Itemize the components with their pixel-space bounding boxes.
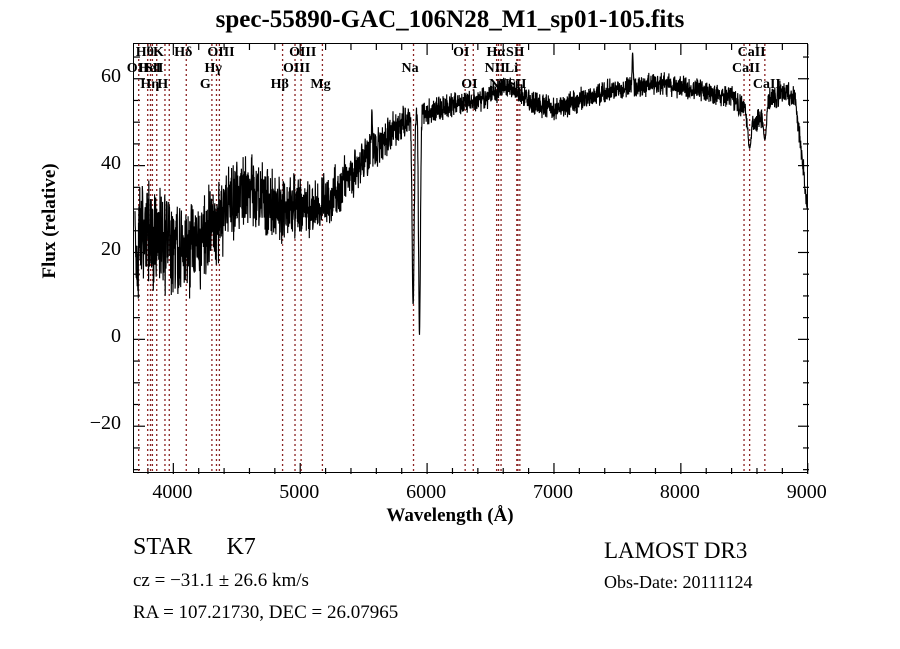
spectral-line-label-Na: Na <box>401 61 419 76</box>
spectrum-plot-frame <box>133 43 809 474</box>
object-type: STAR <box>133 534 193 560</box>
page-title: spec-55890-GAC_106N28_M1_sp01-105.fits <box>215 6 685 33</box>
spectral-line-label-OII: OII <box>126 61 149 76</box>
object-type-and-class: STAR K7 <box>133 534 256 561</box>
spectral-line-label-SII: SII <box>507 77 527 92</box>
spectral-line-label-OI: OI <box>453 45 470 60</box>
spectral-line-label-Li: Li <box>504 61 519 76</box>
x-tick-label: 9000 <box>786 481 827 503</box>
spectral-line-label-K: K <box>152 45 164 60</box>
spectral-line-label-HeI: HeI <box>138 61 162 76</box>
observation-date: Obs-Date: 20111124 <box>604 572 753 592</box>
spectral-line-label-H: Hθ <box>135 45 154 60</box>
spectral-line-label-H: Hα <box>486 45 506 60</box>
x-tick-label: 5000 <box>279 481 320 503</box>
spectral-line-label-OIII: OIII <box>207 45 235 60</box>
spectral-line-label-H: Hγ <box>204 61 222 76</box>
spectral-line-label-CaII: CaII <box>752 77 781 92</box>
y-tick-label: −20 <box>89 412 121 435</box>
spectral-line-label-Mg: Mg <box>310 77 331 92</box>
coordinates: RA = 107.21730, DEC = 26.07965 <box>133 602 399 623</box>
redshift-velocity: cz = −31.1 ± 26.6 km/s <box>133 570 309 591</box>
spectral-line-label-H: Hη <box>140 77 160 92</box>
spectral-line-label-NII: NII <box>484 61 506 76</box>
spectral-line-label-OIII: OIII <box>283 61 311 76</box>
spectral-line-label-H: H <box>157 77 169 92</box>
y-tick-label: 40 <box>101 151 121 174</box>
spectral-line-label-H: Hβ <box>270 77 289 92</box>
x-tick-label: 6000 <box>406 481 447 503</box>
y-tick-label: 20 <box>101 238 121 261</box>
spectrum-svg <box>134 44 809 474</box>
y-tick-label: 60 <box>101 64 121 87</box>
spectral-line-label-H: Hδ <box>174 45 193 60</box>
spectral-line-label-NII: NII <box>489 77 511 92</box>
y-axis-label: Flux (relative) <box>39 163 60 279</box>
spectral-line-label-CaII: CaII <box>732 61 761 76</box>
spectral-line-label-CaII: CaII <box>737 45 766 60</box>
y-tick-label: 0 <box>111 325 121 348</box>
x-axis-label: Wavelength (Å) <box>386 505 514 526</box>
spectral-class: K7 <box>226 534 256 560</box>
spectral-line-label-SII: SII <box>505 45 525 60</box>
survey-name: LAMOST DR3 <box>604 538 748 563</box>
x-tick-label: 8000 <box>659 481 700 503</box>
spectral-line-label-OIII: OIII <box>289 45 317 60</box>
spectral-line-label-SII: SII <box>144 61 164 76</box>
spectral-line-label-OI: OI <box>461 77 478 92</box>
spectral-line-label-G: G <box>199 77 211 92</box>
x-tick-label: 7000 <box>532 481 573 503</box>
x-tick-label: 4000 <box>152 481 193 503</box>
